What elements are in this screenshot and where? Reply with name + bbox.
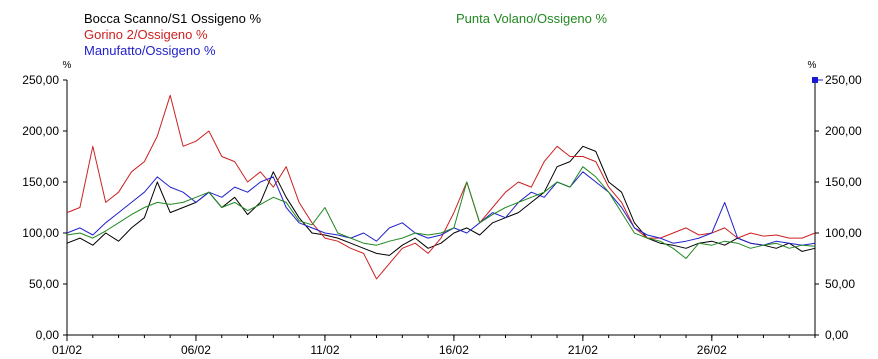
y-tick-label-right: 200,00 bbox=[825, 124, 862, 138]
y-tick-label-left: 100,00 bbox=[22, 226, 59, 240]
series-marker-square bbox=[812, 77, 818, 83]
y-tick-label-right: 100,00 bbox=[825, 226, 862, 240]
x-tick-label: 06/02 bbox=[181, 343, 211, 357]
y-tick-label-left: 200,00 bbox=[22, 124, 59, 138]
x-tick-label: 16/02 bbox=[439, 343, 469, 357]
y-unit-label-right: % bbox=[808, 60, 817, 71]
y-tick-label-left: 150,00 bbox=[22, 175, 59, 189]
x-tick-label: 21/02 bbox=[568, 343, 598, 357]
y-unit-label-left: % bbox=[63, 60, 72, 71]
legend-entry-2: Gorino 2/Ossigeno % bbox=[84, 27, 208, 42]
x-tick-label: 01/02 bbox=[52, 343, 82, 357]
series-lines bbox=[66, 94, 816, 280]
x-tick-label: 11/02 bbox=[310, 343, 339, 357]
y-tick-label-right: 0,00 bbox=[825, 328, 849, 342]
y-tick-label-right: 150,00 bbox=[825, 175, 862, 189]
series-line-4 bbox=[66, 166, 816, 259]
y-tick-label-left: 0,00 bbox=[36, 328, 60, 342]
y-tick-label-right: 250,00 bbox=[825, 73, 862, 87]
y-tick-label-right: 50,00 bbox=[825, 277, 855, 291]
y-tick-label-left: 250,00 bbox=[22, 73, 59, 87]
legend-entry-4: Punta Volano/Ossigeno % bbox=[456, 11, 607, 26]
legend: Bocca Scanno/S1 Ossigeno %Gorino 2/Ossig… bbox=[84, 11, 607, 58]
axes: 0,00 0,00 50,00 50,00 100,00 100,00 150,00 150,… bbox=[22, 60, 862, 357]
y-tick-label-left: 50,00 bbox=[29, 277, 59, 291]
legend-entry-1: Bocca Scanno/S1 Ossigeno % bbox=[84, 11, 261, 26]
series-line-1 bbox=[66, 145, 816, 256]
x-tick-label: 26/02 bbox=[697, 343, 727, 357]
series-line-2 bbox=[66, 94, 816, 280]
legend-entry-3: Manufatto/Ossigeno % bbox=[84, 43, 216, 58]
